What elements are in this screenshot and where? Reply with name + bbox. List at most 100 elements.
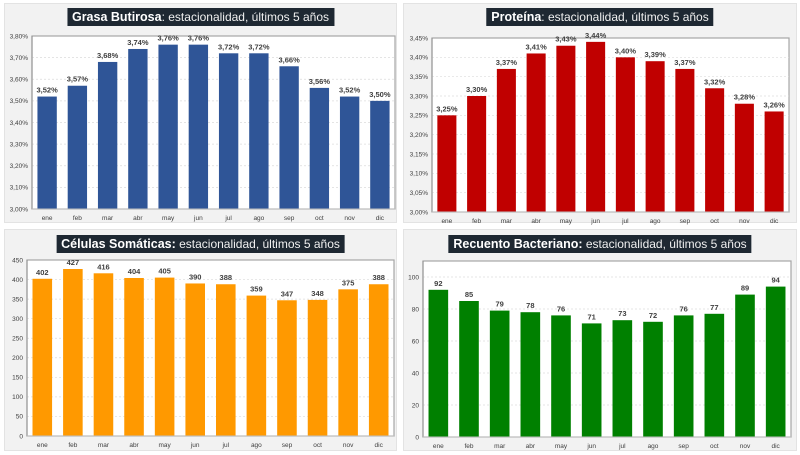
data-label: 3,74% [127, 38, 149, 47]
y-tick-label: 80 [412, 306, 420, 313]
bar-chart-proteina: 3,00% 3,05% 3,10% 3,15% 3,20% 3,25% 3,30% 3,35%… [410, 31, 790, 225]
y-tick-label: 3,80% [10, 33, 29, 40]
bar-mar [489, 310, 510, 437]
chart-panel-recuento-bacteriano: Recuento Bacteriano: estacionalidad, últ… [403, 229, 797, 451]
data-label: 3,68% [97, 51, 119, 60]
x-tick-label: jul [621, 218, 629, 225]
chart-title-proteina: Proteína: estacionalidad, últimos 5 años [486, 8, 714, 26]
y-tick-label: 100 [408, 274, 419, 281]
bar-jul [218, 53, 239, 209]
bar-dic [764, 111, 784, 212]
bar-nov [338, 289, 358, 436]
y-tick-label: 250 [12, 336, 23, 343]
data-label: 3,50% [369, 90, 391, 99]
data-label: 3,28% [734, 93, 756, 102]
x-tick-label: ago [251, 442, 262, 449]
data-label: 3,43% [555, 35, 577, 44]
y-tick-label: 3,10% [410, 171, 429, 178]
bar-ene [37, 96, 57, 209]
bar-chart-bacterias: 0 20 40 60 80 100 92 ene 85 feb 79 mar 78 abr 76 may 71 j… [408, 260, 792, 450]
bar-mar [93, 273, 114, 436]
chart-title-grasa: Grasa Butirosa: estacionalidad, últimos … [66, 8, 335, 26]
data-label: 348 [311, 289, 324, 298]
y-tick-label: 40 [412, 370, 420, 377]
y-tick-label: 3,35% [410, 74, 429, 81]
data-label: 94 [771, 276, 780, 285]
x-tick-label: feb [68, 442, 77, 449]
y-tick-label: 3,05% [410, 190, 429, 197]
x-tick-label: oct [710, 443, 719, 450]
x-tick-label: dic [772, 443, 781, 450]
x-tick-label: ene [42, 215, 53, 222]
data-label: 3,56% [309, 77, 331, 86]
x-tick-label: jul [222, 442, 230, 449]
x-tick-label: may [560, 218, 573, 225]
bar-dic [370, 100, 390, 209]
data-label: 347 [281, 289, 294, 298]
bar-ago [249, 53, 269, 209]
data-label: 375 [342, 278, 355, 287]
data-label: 3,41% [525, 42, 547, 51]
bar-ago [643, 321, 663, 437]
data-label: 404 [128, 267, 141, 276]
data-label: 402 [36, 268, 49, 277]
bar-ene [428, 289, 449, 437]
y-tick-label: 3,10% [10, 185, 29, 192]
data-label: 79 [495, 300, 503, 309]
y-tick-label: 150 [12, 375, 23, 382]
bar-dic [368, 284, 389, 436]
y-tick-label: 3,60% [10, 77, 29, 84]
data-label: 3,57% [67, 75, 89, 84]
bar-jun [185, 283, 205, 436]
chart-title-rest: : estacionalidad, últimos 5 años [161, 10, 330, 24]
x-tick-label: jun [586, 443, 596, 450]
x-tick-label: nov [740, 443, 751, 450]
bar-feb [63, 268, 83, 436]
x-tick-label: ene [37, 442, 48, 449]
y-tick-label: 200 [12, 355, 23, 362]
y-tick-label: 50 [16, 414, 24, 421]
bar-sep [673, 315, 694, 437]
data-label: 427 [67, 258, 80, 267]
bar-nov [735, 294, 755, 437]
x-tick-label: sep [282, 442, 293, 449]
bar-jul [615, 57, 635, 213]
chart-panel-proteina: Proteína: estacionalidad, últimos 5 años… [403, 3, 797, 225]
bar-mar [496, 68, 516, 212]
chart-title-bold: Grasa Butirosa [71, 10, 162, 24]
x-tick-label: feb [73, 215, 82, 222]
bar-jul [612, 320, 633, 437]
y-tick-label: 3,00% [410, 209, 429, 216]
bar-sep [279, 66, 299, 210]
y-tick-label: 3,45% [410, 35, 429, 42]
bar-oct [705, 88, 725, 212]
x-tick-label: feb [472, 218, 481, 225]
bar-may [551, 315, 571, 437]
y-tick-label: 3,30% [410, 93, 429, 100]
bar-jul [216, 284, 236, 436]
x-tick-label: may [555, 443, 568, 450]
y-tick-label: 3,25% [410, 113, 429, 120]
x-tick-label: mar [102, 215, 114, 222]
x-tick-label: jun [193, 215, 203, 222]
data-label: 89 [741, 284, 749, 293]
data-label: 3,72% [218, 42, 240, 51]
data-label: 390 [189, 272, 202, 281]
chart-title-rest: estacionalidad, últimos 5 años [582, 237, 747, 251]
y-tick-label: 400 [12, 277, 23, 284]
chart-title-bold: Recuento Bacteriano: [453, 237, 583, 251]
data-label: 77 [710, 303, 718, 312]
x-tick-label: nov [739, 218, 750, 225]
bar-sep [675, 68, 695, 212]
x-tick-label: mar [501, 218, 513, 225]
x-tick-label: oct [313, 442, 322, 449]
x-tick-label: jun [590, 218, 600, 225]
bar-jun [581, 323, 602, 437]
data-label: 85 [465, 290, 473, 299]
y-tick-label: 3,70% [10, 55, 29, 62]
x-tick-label: dic [376, 215, 385, 222]
y-tick-label: 0 [19, 433, 23, 440]
x-tick-label: sep [284, 215, 295, 222]
y-tick-label: 350 [12, 296, 23, 303]
data-label: 388 [372, 273, 385, 282]
